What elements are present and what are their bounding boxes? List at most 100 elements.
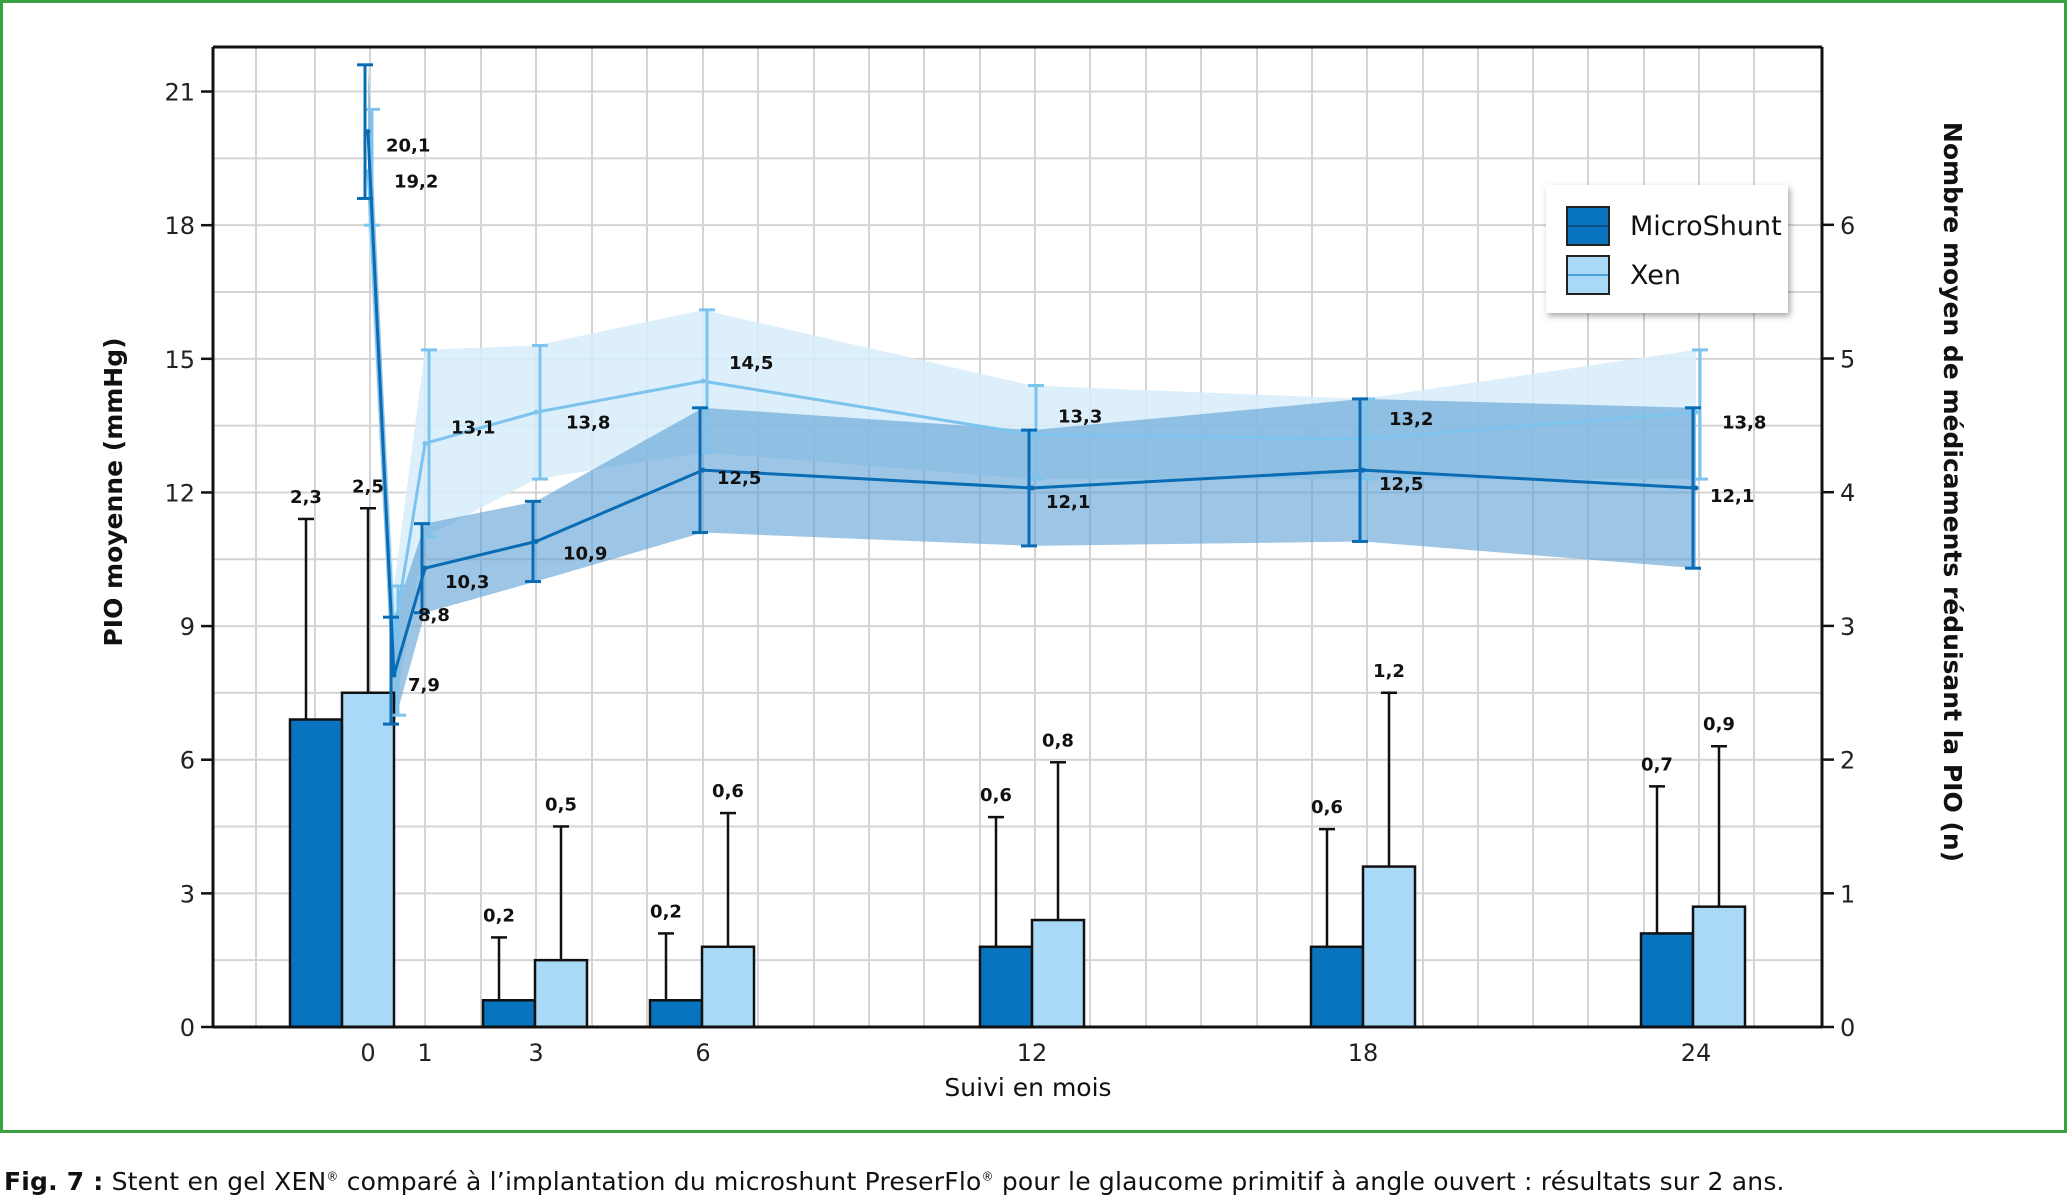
legend-label-xen: Xen (1630, 259, 1682, 291)
bar-value-label: 0,2 (483, 905, 515, 926)
line-value-label: 12,5 (717, 468, 761, 489)
legend-swatch-microshunt (1566, 206, 1610, 246)
bar-microshunt (481, 999, 537, 1029)
line-value-label: 13,2 (1389, 409, 1433, 430)
line-point (1360, 467, 1366, 473)
line-value-label: 19,2 (394, 172, 438, 193)
legend-item-xen: Xen (1566, 252, 1681, 298)
y-left-tick-label: 15 (164, 346, 195, 374)
bar-value-label: 0,8 (1042, 730, 1074, 751)
bar-xen (340, 691, 396, 1029)
bar-xen (533, 958, 589, 1029)
line-value-label: 13,8 (566, 412, 610, 433)
y-left-tick-label: 21 (164, 79, 195, 107)
bar-value-label: 0,6 (712, 781, 744, 802)
caption-figure-label: Fig. 7 : (4, 1167, 104, 1196)
bar-value-label: 0,6 (980, 785, 1012, 806)
data-labels: 2,3 0,2 0,2 0,6 0,6 0,7 2,5 0,5 0,6 0,8 1,2 0,9 20,1… (290, 136, 1766, 927)
line-point (365, 129, 371, 135)
y-axis-right-title: Nombre moyen de médicaments réduisant la… (1938, 122, 1967, 862)
y-right-tick-label: 3 (1840, 613, 1855, 641)
y-right-tick-label: 1 (1840, 880, 1855, 908)
y-right-tick-label: 2 (1840, 747, 1855, 775)
caption-sup-1: ® (326, 1169, 339, 1184)
bar-value-label: 0,7 (1641, 754, 1673, 775)
y-left-tick-label: 9 (180, 613, 195, 641)
bars (288, 507, 1747, 1029)
bar-value-label: 0,5 (545, 794, 577, 815)
line-value-label: 12,5 (1379, 474, 1423, 495)
bar-xen (1691, 905, 1747, 1029)
caption-text-3: pour le glaucome primitif à angle ouvert… (993, 1167, 1785, 1196)
line-value-label: 20,1 (386, 136, 430, 157)
line-value-label: 13,3 (1058, 407, 1102, 428)
x-tick-label: 18 (1348, 1039, 1379, 1067)
y-left-tick-label: 3 (180, 880, 195, 908)
y-left-tick-label: 12 (164, 479, 195, 507)
bar-value-label: 1,2 (1373, 661, 1405, 682)
bar-microshunt (288, 718, 344, 1029)
bar-xen (1361, 865, 1417, 1029)
y-right-tick-label: 5 (1840, 346, 1855, 374)
bar-xen (700, 945, 756, 1029)
bar-microshunt (978, 945, 1034, 1029)
line-point (1029, 432, 1035, 438)
y-left-tick-label: 18 (164, 212, 195, 240)
bar-microshunt (648, 999, 704, 1029)
line-value-label: 7,9 (408, 675, 440, 696)
figure-caption: Fig. 7 : Stent en gel XEN® comparé à l’i… (4, 1167, 1785, 1196)
line-value-label: 8,8 (418, 605, 450, 626)
bar-value-label: 2,5 (352, 476, 384, 497)
y-right-tick-label: 0 (1840, 1014, 1855, 1042)
line-point (422, 565, 428, 571)
bar-value-label: 0,6 (1311, 797, 1343, 818)
bar-value-label: 0,2 (650, 901, 682, 922)
bar-value-label: 0,9 (1703, 714, 1735, 735)
legend: MicroShunt Xen (1546, 185, 1788, 313)
y-right-tick-label: 4 (1840, 479, 1855, 507)
x-tick-label: 12 (1017, 1039, 1048, 1067)
x-tick-label: 1 (417, 1039, 432, 1067)
line-value-label: 10,9 (563, 543, 607, 564)
line-value-label: 13,1 (451, 417, 495, 438)
bar-microshunt (1639, 932, 1695, 1029)
x-axis-title: Suivi en mois (944, 1073, 1111, 1102)
bar-microshunt (1309, 945, 1365, 1029)
legend-label-microshunt: MicroShunt (1630, 210, 1782, 242)
line-point (533, 409, 539, 415)
line-point (700, 467, 706, 473)
line-value-label: 14,5 (729, 353, 773, 374)
legend-swatch-xen (1566, 255, 1610, 295)
y-left-tick-label: 0 (180, 1014, 195, 1042)
line-point (1693, 409, 1699, 415)
caption-text-2: comparé à l’implantation du microshunt P… (338, 1167, 982, 1196)
line-value-label: 12,1 (1046, 492, 1090, 513)
x-tick-label: 6 (695, 1039, 710, 1067)
line-value-label: 12,1 (1710, 486, 1754, 507)
line-value-label: 10,3 (445, 572, 489, 593)
x-tick-label: 0 (360, 1039, 375, 1067)
line-series (357, 63, 1708, 726)
line-value-label: 13,8 (1722, 412, 1766, 433)
x-tick-label: 24 (1681, 1039, 1712, 1067)
line-microshunt (366, 131, 1697, 676)
line-point (1029, 485, 1035, 491)
line-point (533, 538, 539, 544)
line-point (391, 672, 397, 678)
line-point (700, 378, 706, 384)
bar-xen (1030, 918, 1086, 1029)
y-right-tick-label: 6 (1840, 212, 1855, 240)
caption-sup-2: ® (981, 1169, 994, 1184)
band-xen (368, 109, 1696, 716)
legend-item-microshunt: MicroShunt (1566, 203, 1782, 249)
y-left-tick-label: 6 (180, 747, 195, 775)
confidence-bands (368, 64, 1696, 725)
x-tick-label: 3 (528, 1039, 543, 1067)
line-point (422, 440, 428, 446)
y-axis-left-title: PIO moyenne (mmHg) (99, 337, 128, 646)
figure-frame (0, 0, 2067, 1133)
line-point (1693, 485, 1699, 491)
line-point (1360, 436, 1366, 442)
caption-text-1: Stent en gel XEN (103, 1167, 327, 1196)
